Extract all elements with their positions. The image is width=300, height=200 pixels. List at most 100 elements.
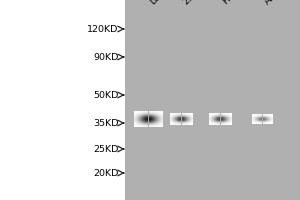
Bar <box>255 123 256 124</box>
Bar <box>222 116 223 117</box>
Bar <box>266 120 267 121</box>
Bar <box>256 121 257 122</box>
Bar <box>227 116 228 117</box>
Bar <box>161 112 162 113</box>
Bar <box>145 125 146 126</box>
Bar <box>187 123 188 124</box>
Bar <box>264 118 265 119</box>
Bar <box>183 116 184 117</box>
Bar <box>252 114 253 115</box>
Bar <box>263 123 264 124</box>
Bar <box>216 123 217 124</box>
Bar <box>215 116 216 117</box>
Bar <box>185 118 186 119</box>
Bar <box>160 117 161 118</box>
Bar <box>135 117 136 118</box>
Bar <box>153 118 154 119</box>
Bar <box>259 115 260 116</box>
Bar <box>147 112 148 113</box>
Bar <box>147 113 148 114</box>
Bar <box>256 114 257 115</box>
Bar <box>267 116 268 117</box>
Bar <box>143 113 144 114</box>
Bar <box>218 115 219 116</box>
Bar <box>159 121 160 122</box>
Bar <box>224 122 225 123</box>
Bar <box>137 120 138 121</box>
Bar <box>191 124 192 125</box>
Bar <box>162 113 163 114</box>
Bar <box>209 117 210 118</box>
Bar <box>171 123 172 124</box>
Bar <box>260 116 261 117</box>
Bar <box>158 120 159 121</box>
Bar <box>185 114 186 115</box>
Bar <box>263 117 264 118</box>
Bar <box>151 126 152 127</box>
Bar <box>152 119 153 120</box>
Bar <box>140 111 141 112</box>
Bar <box>230 123 231 124</box>
Bar <box>171 120 172 121</box>
Bar <box>272 120 273 121</box>
Bar <box>156 115 157 116</box>
Bar <box>148 119 149 120</box>
Bar <box>220 119 221 120</box>
Bar <box>212 113 213 114</box>
Bar <box>225 124 226 125</box>
Bar <box>254 117 255 118</box>
Bar <box>228 116 229 117</box>
Bar <box>146 116 147 117</box>
Bar <box>159 124 160 125</box>
Bar <box>192 114 193 115</box>
Bar <box>170 118 171 119</box>
Bar <box>270 123 271 124</box>
Bar <box>155 121 156 122</box>
Bar <box>154 124 155 125</box>
Bar <box>138 117 139 118</box>
Bar <box>186 120 187 121</box>
Bar <box>162 123 163 124</box>
Bar <box>186 121 187 122</box>
Bar <box>231 123 232 124</box>
Bar <box>157 117 158 118</box>
Bar <box>271 119 272 120</box>
Bar <box>157 123 158 124</box>
Bar <box>157 122 158 123</box>
Bar <box>172 114 173 115</box>
Bar <box>219 123 220 124</box>
Bar <box>139 112 140 113</box>
Bar <box>176 113 177 114</box>
Bar <box>225 116 226 117</box>
Bar <box>179 114 180 115</box>
Bar <box>160 126 161 127</box>
Bar <box>262 121 263 122</box>
Bar <box>134 115 135 116</box>
Bar <box>149 112 150 113</box>
Bar <box>184 124 185 125</box>
Bar <box>259 121 260 122</box>
Bar <box>182 118 183 119</box>
Bar <box>157 119 158 120</box>
Bar <box>215 123 216 124</box>
Bar <box>212 122 213 123</box>
Bar <box>138 125 139 126</box>
Bar <box>174 121 175 122</box>
Bar <box>137 123 138 124</box>
Bar <box>179 119 180 120</box>
Bar <box>158 116 159 117</box>
Bar <box>186 113 187 114</box>
Bar <box>258 121 259 122</box>
Bar <box>269 118 270 119</box>
Bar <box>135 118 136 119</box>
Bar <box>146 120 147 121</box>
Bar <box>189 118 190 119</box>
Bar <box>140 115 141 116</box>
Bar <box>141 122 142 123</box>
Bar <box>145 113 146 114</box>
Bar <box>141 113 142 114</box>
Bar <box>160 124 161 125</box>
Bar <box>138 116 139 117</box>
Bar <box>152 111 153 112</box>
Bar <box>141 120 142 121</box>
